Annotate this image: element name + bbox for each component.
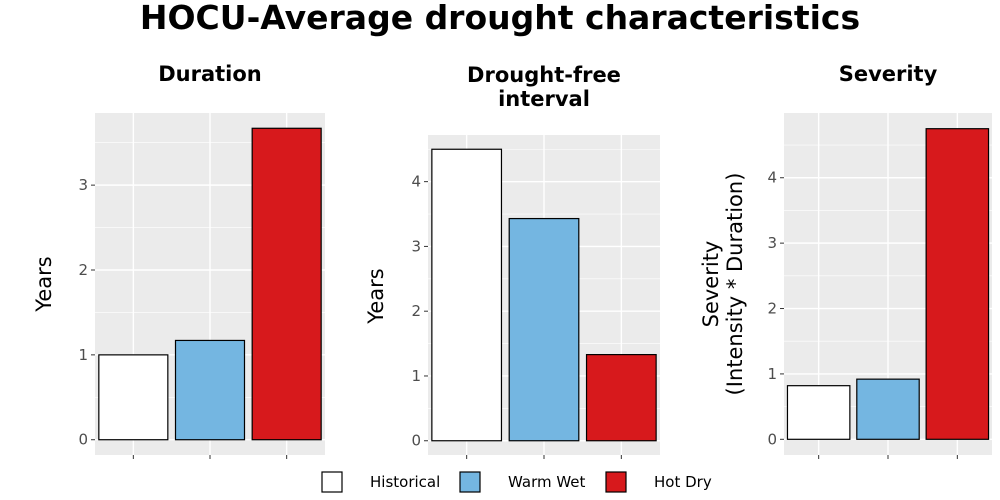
bar-historical <box>431 148 503 442</box>
y-tick-label: 0 <box>767 430 777 448</box>
panel-title: Severity <box>839 62 938 86</box>
y-tick-label: 0 <box>411 432 421 450</box>
panel-title: Duration <box>158 62 262 86</box>
panel-title: Drought-free <box>467 63 621 87</box>
legend-label: Warm Wet <box>508 473 586 491</box>
y-tick-label: 3 <box>78 176 88 194</box>
legend-key <box>321 471 343 493</box>
y-tick-label: 4 <box>767 169 777 187</box>
bar-hot-dry <box>251 127 322 441</box>
bar-warm-wet <box>174 339 246 441</box>
bar-warm-wet <box>508 217 580 442</box>
y-tick-label: 1 <box>411 367 421 385</box>
bar-hot-dry <box>585 353 657 442</box>
y-tick-label: 3 <box>411 237 421 255</box>
y-axis-title: Years <box>364 268 388 324</box>
legend-key <box>605 471 627 493</box>
legend: Historical Warm Wet Hot Dry <box>321 471 712 493</box>
y-tick-label: 1 <box>78 346 88 364</box>
bar-hot-dry <box>925 128 990 440</box>
panel-title: interval <box>498 87 590 111</box>
bar-historical <box>98 354 169 441</box>
y-tick-label: 0 <box>78 431 88 449</box>
panel-1: Duration 0 1 2 3 Years <box>32 62 325 459</box>
y-tick-label: 2 <box>767 300 777 318</box>
y-tick-label: 2 <box>78 261 88 279</box>
y-tick-label: 1 <box>767 365 777 383</box>
legend-label: Historical <box>370 473 440 491</box>
y-tick-label: 3 <box>767 234 777 252</box>
y-axis-title: Years <box>32 256 56 312</box>
main-title: HOCU-Average drought characteristics <box>140 0 860 37</box>
y-axis-title: (Intensity * Duration) <box>723 173 747 396</box>
y-tick-label: 2 <box>411 302 421 320</box>
y-axis-title: Severity <box>699 241 723 328</box>
legend-key <box>459 471 481 493</box>
bar-historical <box>786 385 851 440</box>
y-tick-label: 4 <box>411 173 421 191</box>
bar-warm-wet <box>856 378 920 440</box>
legend-label: Hot Dry <box>654 473 712 491</box>
